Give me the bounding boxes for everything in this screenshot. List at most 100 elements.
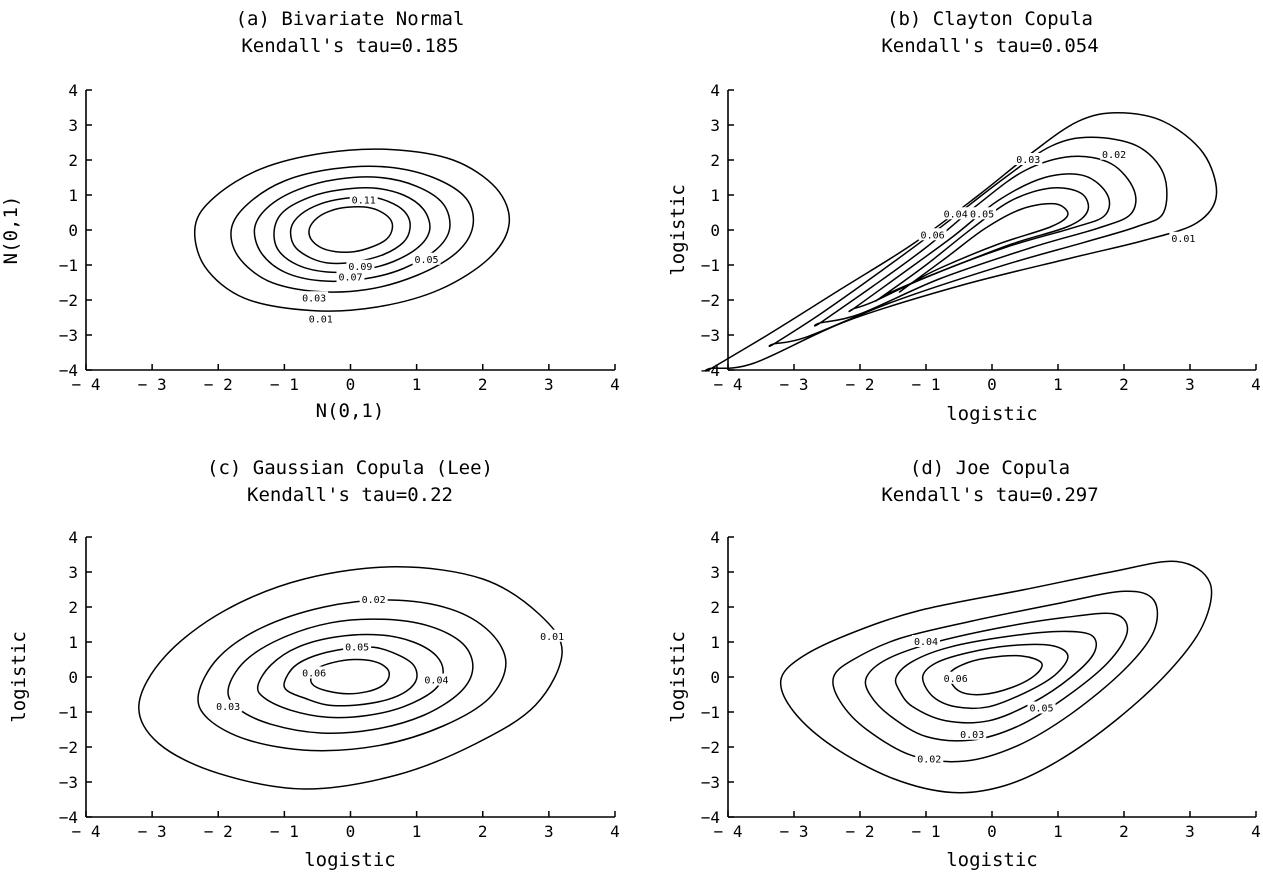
x-tick-label: − 3 — [138, 375, 167, 394]
contour-label-bg — [336, 270, 365, 283]
contour-label-bg — [958, 727, 987, 740]
panel-b-subtitle: Kendall's tau=0.054 — [881, 35, 1098, 57]
panel-a-title: (a) Bivariate Normal — [236, 8, 465, 30]
x-tick-label: − 3 — [780, 822, 809, 841]
contour-0.11 — [308, 205, 394, 253]
contour-label: 0.01 — [540, 632, 564, 643]
y-tick-label: −4 — [59, 361, 78, 380]
contour-label-bg — [1100, 147, 1129, 160]
contour-label-bg — [343, 640, 372, 653]
x-tick-label: − 3 — [138, 822, 167, 841]
contour-0.03 — [864, 612, 1129, 742]
panel-b-xlabel: logistic — [946, 403, 1038, 425]
y-tick-label: −2 — [59, 291, 78, 310]
x-tick-label: 1 — [412, 822, 422, 841]
contour-label-bg — [941, 671, 970, 684]
y-tick-label: 1 — [710, 633, 720, 652]
y-tick-label: −3 — [59, 326, 78, 345]
contour-label: 0.01 — [1171, 234, 1195, 245]
y-tick-label: 2 — [710, 151, 720, 170]
x-tick-label: 0 — [987, 822, 997, 841]
panel-c-ticks: − 4 − 3 − 2 − 1 0 1 2 3 4 −4 −3 −2 −1 0 1 2 3 4 — [59, 528, 620, 841]
contour-label: 0.02 — [362, 595, 386, 606]
x-tick-label: − 2 — [846, 375, 875, 394]
y-tick-label: −1 — [59, 256, 78, 275]
contour-0.06 — [948, 654, 1043, 696]
contour-label-bg — [300, 291, 329, 304]
contour-0.02 — [768, 136, 1168, 347]
contour-label-bg — [941, 207, 970, 220]
y-tick-label: 1 — [68, 186, 78, 205]
y-tick-label: 4 — [68, 528, 78, 547]
y-tick-label: −2 — [701, 738, 720, 757]
x-tick-label: − 4 — [72, 375, 101, 394]
x-tick-label: − 1 — [912, 822, 941, 841]
panel-a-ylabel: N(0,1) — [0, 196, 22, 265]
panel-a-ticks: − 4 − 3 − 2 − 1 0 1 2 3 4 −4 −3 −2 −1 0 1 2 3 4 — [59, 81, 620, 394]
contour-0.05 — [875, 186, 1090, 302]
y-tick-label: 0 — [68, 668, 78, 687]
contour-label-bg — [214, 699, 243, 712]
contour-label-bg — [1027, 701, 1056, 714]
y-tick-label: 2 — [68, 598, 78, 617]
panel-a-contours — [193, 148, 511, 312]
panel-c-ylabel: logistic — [8, 631, 30, 723]
panel-a-contour-labels: 0.11 0.090.07 0.05 0.03 0.01 — [300, 193, 441, 325]
y-tick-label: −4 — [701, 361, 720, 380]
contour-label: 0.03 — [960, 730, 984, 741]
contour-label-bg — [1169, 231, 1198, 244]
contour-label: 0.05 — [414, 255, 438, 266]
contour-0.05 — [283, 646, 418, 707]
panel-b-contours — [704, 112, 1218, 372]
panel-a-xlabel: N(0,1) — [316, 400, 385, 422]
contour-label-bg — [306, 312, 335, 325]
contour-label-bg — [915, 752, 944, 765]
x-tick-label: 0 — [987, 375, 997, 394]
x-tick-label: 3 — [1185, 822, 1195, 841]
panel-b-ticks: − 4 − 3 − 2 − 1 0 1 2 3 4 −4 −3 −2 −1 0 1 2 3 4 — [701, 81, 1261, 394]
x-tick-label: − 2 — [204, 375, 233, 394]
x-tick-label: − 1 — [270, 822, 299, 841]
panel-c-contours — [138, 566, 563, 790]
panel-b-ylabel: logistic — [667, 184, 689, 276]
contour-label-bg — [918, 228, 947, 241]
y-tick-label: −3 — [701, 773, 720, 792]
contour-label: 0.02 — [917, 754, 941, 765]
panel-b-title: (b) Clayton Copula — [887, 8, 1093, 30]
y-tick-label: 4 — [710, 81, 720, 100]
contour-label: 0.06 — [921, 230, 945, 241]
x-tick-label: − 2 — [204, 822, 233, 841]
x-tick-label: 0 — [346, 822, 356, 841]
x-tick-label: − 4 — [714, 375, 743, 394]
contour-label-bg — [968, 207, 997, 220]
contour-0.03 — [230, 165, 475, 293]
x-tick-label: − 1 — [270, 375, 299, 394]
contour-label-bg — [422, 673, 451, 686]
contour-0.03 — [227, 618, 474, 734]
x-tick-label: 4 — [610, 822, 620, 841]
contour-0.01 — [779, 560, 1213, 794]
x-tick-label: − 4 — [72, 822, 101, 841]
panel-d-subtitle: Kendall's tau=0.297 — [881, 484, 1098, 506]
y-tick-label: 0 — [68, 221, 78, 240]
panel-d-title: (d) Joe Copula — [910, 457, 1070, 479]
x-tick-label: 2 — [478, 375, 488, 394]
y-tick-label: −2 — [701, 291, 720, 310]
x-tick-label: 1 — [1053, 375, 1063, 394]
contour-label-bg — [912, 635, 940, 647]
y-tick-label: 0 — [710, 221, 720, 240]
contour-label: 0.03 — [216, 702, 240, 713]
contour-0.06 — [898, 202, 1069, 293]
y-tick-label: 1 — [68, 633, 78, 652]
contour-0.06 — [309, 658, 390, 695]
y-tick-label: 3 — [68, 116, 78, 135]
contour-0.01 — [193, 148, 511, 312]
contour-label-bg — [412, 252, 441, 265]
contour-label: 0.03 — [302, 293, 326, 304]
panel-d-xlabel: logistic — [946, 849, 1038, 871]
contour-0.01 — [704, 112, 1218, 372]
x-tick-label: 1 — [412, 375, 422, 394]
contour-label: 0.02 — [1102, 150, 1126, 161]
y-tick-label: −1 — [701, 703, 720, 722]
